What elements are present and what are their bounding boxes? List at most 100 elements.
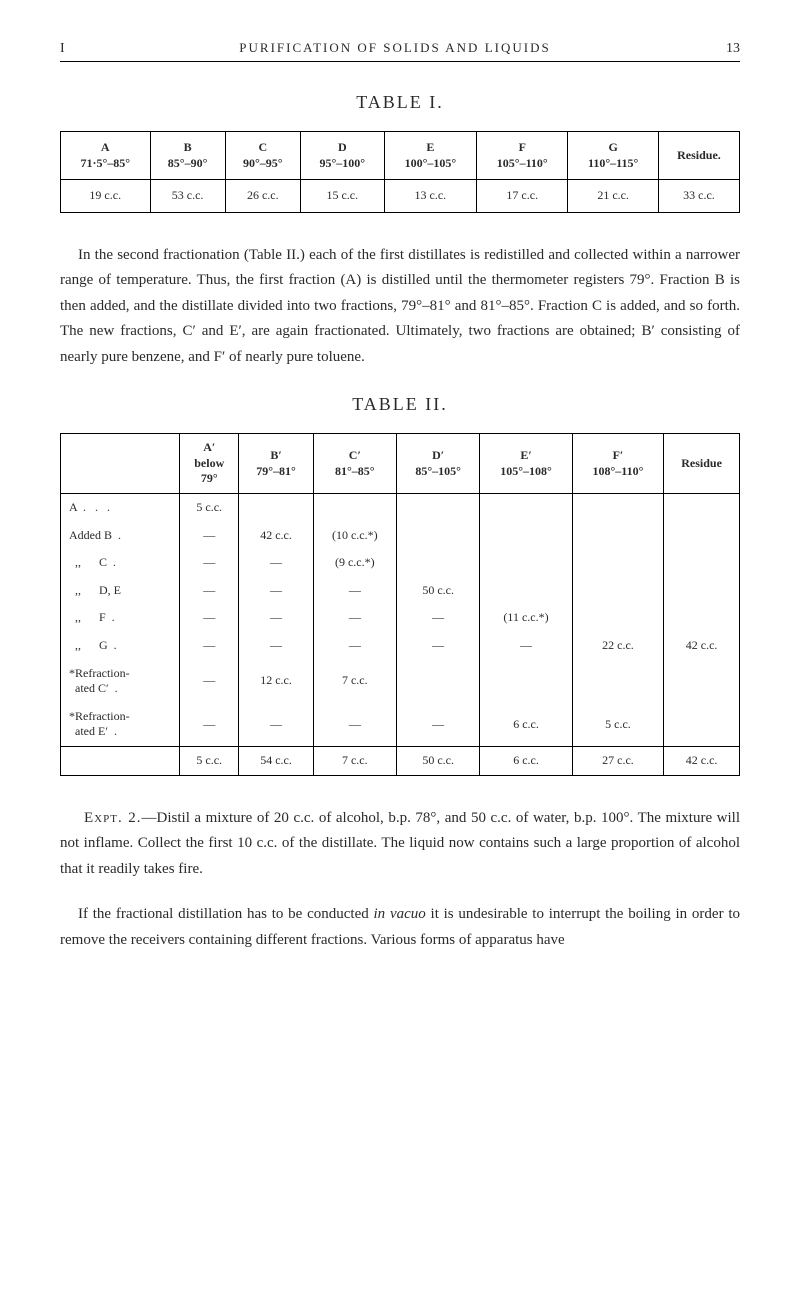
t2-cell: 42 c.c.: [239, 522, 313, 550]
experiment-2: Expt. 2.—Distil a mixture of 20 c.c. of …: [60, 806, 740, 883]
t1-head-a: A71·5°–85°: [61, 132, 151, 180]
t2-foot-cell: 54 c.c.: [239, 747, 313, 776]
running-header: I PURIFICATION OF SOLIDS AND LIQUIDS 13: [60, 40, 740, 62]
t2-cell: [480, 494, 572, 522]
t2-cell: [480, 577, 572, 605]
t2-cell: (11 c.c.*): [480, 604, 572, 632]
t2-cell: —: [239, 577, 313, 605]
t2-cell: —: [180, 604, 239, 632]
t2-foot-cell: 27 c.c.: [572, 747, 663, 776]
t2-cell: —: [180, 660, 239, 703]
table-row: Added B .—42 c.c.(10 c.c.*): [61, 522, 740, 550]
t2-cell: —: [313, 703, 396, 747]
t2-row-label: Added B .: [61, 522, 180, 550]
t1-head-b: B85°–90°: [150, 132, 225, 180]
t2-cell: [239, 494, 313, 522]
t2-head-b: B′79°–81°: [239, 434, 313, 494]
t2-cell: —: [397, 604, 480, 632]
t2-row-label: ,, G .: [61, 632, 180, 660]
t2-cell: —: [313, 632, 396, 660]
t2-cell: [664, 577, 740, 605]
page: I PURIFICATION OF SOLIDS AND LIQUIDS 13 …: [0, 0, 800, 1037]
t2-row-label: ,, C .: [61, 549, 180, 577]
t2-head-e: E′105°–108°: [480, 434, 572, 494]
t2-head-d: D′85°–105°: [397, 434, 480, 494]
t2-cell: —: [180, 632, 239, 660]
t1-cell: 53 c.c.: [150, 180, 225, 213]
t1-cell: 15 c.c.: [300, 180, 384, 213]
t2-cell: 22 c.c.: [572, 632, 663, 660]
t2-row-label: A . . .: [61, 494, 180, 522]
paragraph-2: If the fractional distillation has to be…: [60, 902, 740, 953]
t2-cell: 5 c.c.: [572, 703, 663, 747]
t2-cell: —: [180, 703, 239, 747]
table-row: ,, F .————(11 c.c.*): [61, 604, 740, 632]
t2-cell: [397, 549, 480, 577]
paragraph-1: In the second fractionation (Table II.) …: [60, 243, 740, 371]
t2-cell: [313, 494, 396, 522]
table-row: *Refraction- ated C′ .—12 c.c.7 c.c.: [61, 660, 740, 703]
t2-cell: [664, 703, 740, 747]
t2-head-residue: Residue: [664, 434, 740, 494]
page-number: 13: [710, 41, 740, 57]
t2-cell: (10 c.c.*): [313, 522, 396, 550]
t2-head-c: C′81°–85°: [313, 434, 396, 494]
t1-head-d: D95°–100°: [300, 132, 384, 180]
t2-cell: [664, 604, 740, 632]
t1-head-c: C90°–95°: [225, 132, 300, 180]
t2-row-label: ,, F .: [61, 604, 180, 632]
table-1-header-row: A71·5°–85° B85°–90° C90°–95° D95°–100° E…: [61, 132, 740, 180]
t2-foot-cell: 50 c.c.: [397, 747, 480, 776]
t2-cell: [664, 494, 740, 522]
t2-cell: [664, 660, 740, 703]
t2-cell: —: [180, 549, 239, 577]
table-2-header-row: A′below79° B′79°–81° C′81°–85° D′85°–105…: [61, 434, 740, 494]
t1-head-e: E100°–105°: [384, 132, 476, 180]
t1-cell: 33 c.c.: [658, 180, 739, 213]
t2-foot-cell: 7 c.c.: [313, 747, 396, 776]
table-2-title: TABLE II.: [60, 394, 740, 415]
t1-head-g: G110°–115°: [568, 132, 658, 180]
table-1: A71·5°–85° B85°–90° C90°–95° D95°–100° E…: [60, 131, 740, 213]
table-row: ,, G .—————22 c.c.42 c.c.: [61, 632, 740, 660]
expt-label: Expt. 2.: [84, 810, 142, 826]
para2-pre: If the fractional distillation has to be…: [78, 906, 374, 922]
t2-cell: [572, 660, 663, 703]
t1-cell: 17 c.c.: [477, 180, 568, 213]
expt-body: —Distil a mixture of 20 c.c. of alcohol,…: [60, 810, 740, 877]
t2-row-label: *Refraction- ated C′ .: [61, 660, 180, 703]
t2-cell: [480, 660, 572, 703]
t2-cell: [572, 604, 663, 632]
table-row: *Refraction- ated E′ .————6 c.c.5 c.c.: [61, 703, 740, 747]
t2-cell: —: [480, 632, 572, 660]
table-2: A′below79° B′79°–81° C′81°–85° D′85°–105…: [60, 433, 740, 775]
t2-cell: 6 c.c.: [480, 703, 572, 747]
para2-italic: in vacuo: [374, 906, 426, 922]
t1-head-f: F105°–110°: [477, 132, 568, 180]
table-row: A . . .5 c.c.: [61, 494, 740, 522]
t2-cell: [397, 522, 480, 550]
t2-cell: —: [397, 703, 480, 747]
t2-foot-blank: [61, 747, 180, 776]
t2-cell: —: [397, 632, 480, 660]
t2-cell: [572, 577, 663, 605]
running-title: PURIFICATION OF SOLIDS AND LIQUIDS: [80, 40, 710, 56]
t2-cell: [664, 522, 740, 550]
t2-cell: —: [239, 549, 313, 577]
chapter-number: I: [60, 41, 80, 57]
t2-head-f: F′108°–110°: [572, 434, 663, 494]
t2-cell: 50 c.c.: [397, 577, 480, 605]
table-2-footer-row: 5 c.c. 54 c.c. 7 c.c. 50 c.c. 6 c.c. 27 …: [61, 747, 740, 776]
t2-cell: —: [313, 604, 396, 632]
t1-cell: 21 c.c.: [568, 180, 658, 213]
table-1-title: TABLE I.: [60, 92, 740, 113]
t2-cell: —: [239, 632, 313, 660]
t2-foot-cell: 42 c.c.: [664, 747, 740, 776]
t2-cell: (9 c.c.*): [313, 549, 396, 577]
t2-cell: —: [239, 604, 313, 632]
table-1-data-row: 19 c.c. 53 c.c. 26 c.c. 15 c.c. 13 c.c. …: [61, 180, 740, 213]
table-row: ,, D, E———50 c.c.: [61, 577, 740, 605]
t1-cell: 26 c.c.: [225, 180, 300, 213]
table-row: ,, C .——(9 c.c.*): [61, 549, 740, 577]
t2-foot-cell: 6 c.c.: [480, 747, 572, 776]
